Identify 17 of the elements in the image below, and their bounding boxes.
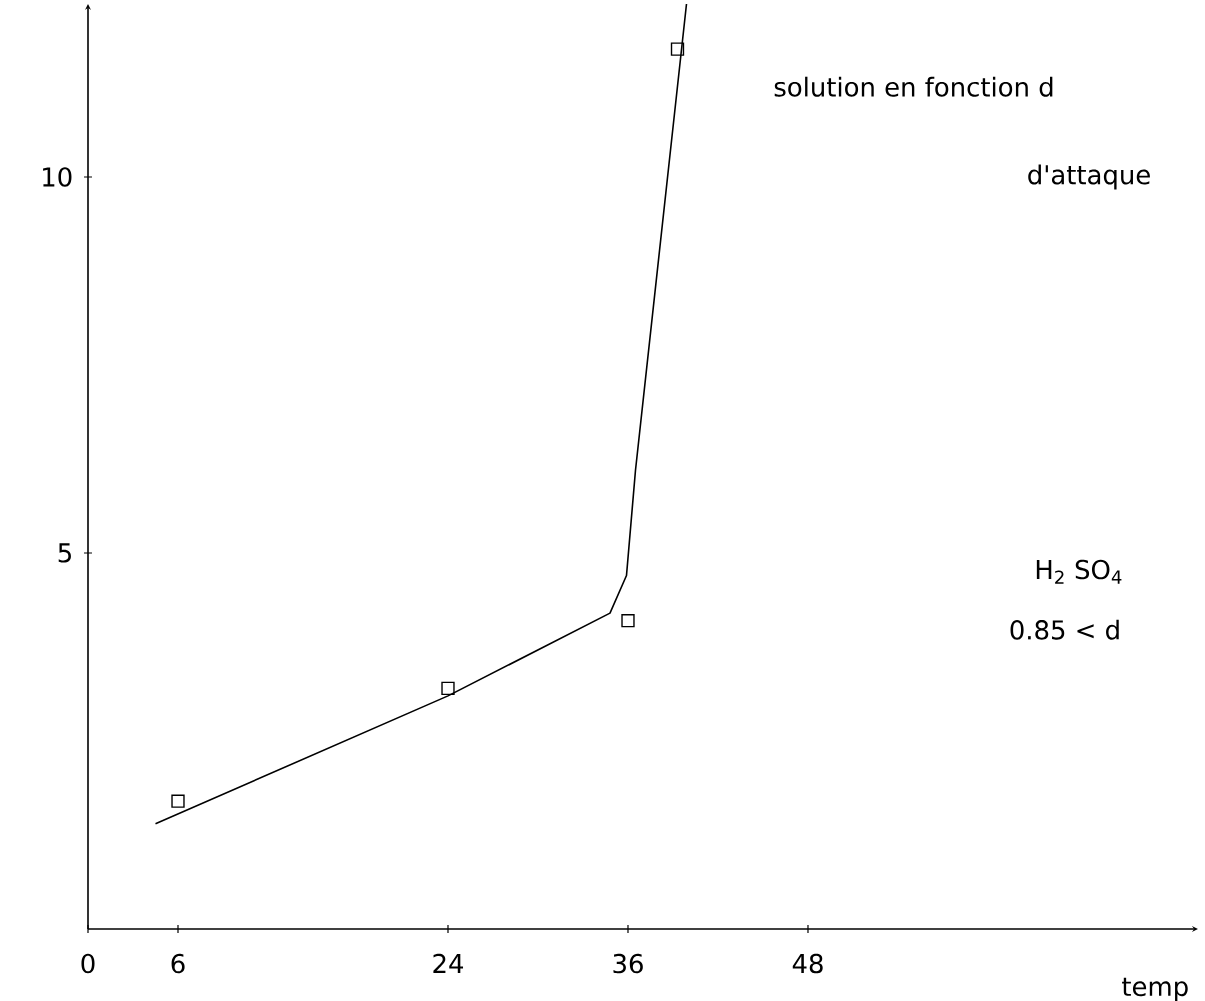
annotation: 0.85 < d: [1010, 619, 1119, 640]
point: [171, 794, 185, 808]
line-series: [154, 3, 688, 825]
point: [441, 681, 455, 696]
annotation: H$_{2}$ SO$_{4}$: [1036, 559, 1122, 584]
x-tick-label: 0: [81, 953, 95, 974]
point: [670, 42, 685, 56]
x-tick-label: 36: [613, 953, 643, 974]
point: [621, 614, 635, 628]
x-tick-label: 48: [792, 953, 823, 974]
x-tick-label: 6: [171, 953, 185, 974]
y-tick-label: 10: [43, 167, 72, 187]
annotation: d'attaque: [1028, 164, 1150, 190]
annotation: solution en fonction d: [774, 76, 1053, 97]
x-axis-title: temp: [1122, 977, 1188, 1001]
y-tick-label: 5: [58, 543, 71, 563]
x-tick-label: 24: [433, 953, 464, 973]
